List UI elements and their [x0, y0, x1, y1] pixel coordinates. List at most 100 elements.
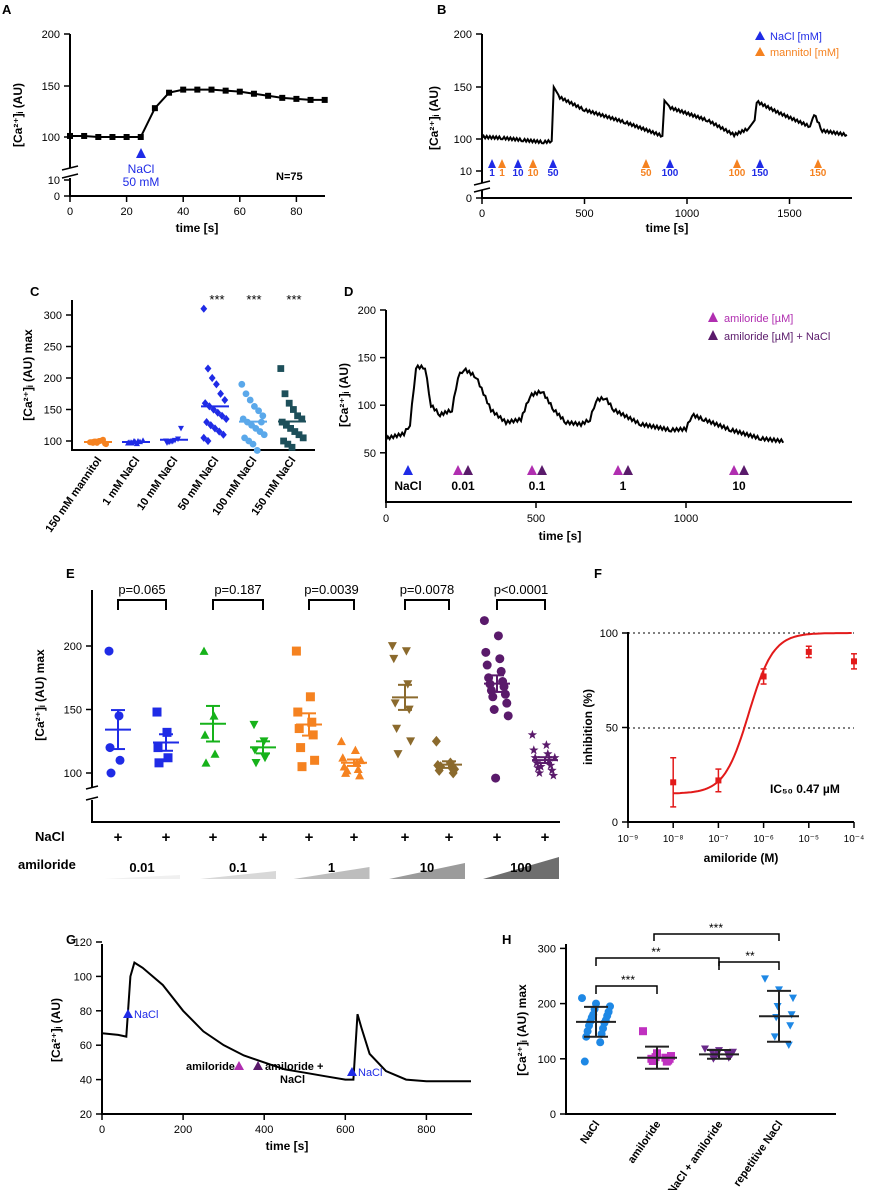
e-wedge [200, 871, 276, 879]
c-point [260, 431, 268, 439]
d-stim-label: 1 [620, 479, 627, 493]
h-ytick: 0 [550, 1109, 556, 1121]
f-xtick: 10⁻⁶ [753, 834, 774, 845]
a-n-label: N=75 [276, 171, 303, 183]
c-point [217, 389, 224, 398]
panel-h-label: H [502, 932, 511, 947]
b-stim-arrow [733, 159, 741, 168]
a-point [67, 132, 73, 139]
e-point [401, 647, 411, 656]
c-point [200, 304, 208, 313]
g-stim1-icon [123, 1009, 133, 1018]
e-point [531, 757, 542, 767]
c-point [204, 364, 212, 373]
f-fit-curve [673, 632, 852, 795]
a-ytick: 100 [42, 132, 60, 144]
e-point [389, 654, 399, 664]
panel-c-label: C [30, 284, 40, 299]
e-point [431, 735, 441, 747]
e-plus: + [162, 829, 171, 846]
e-plus: + [401, 829, 410, 846]
e-point [491, 773, 501, 783]
e-conc: 100 [510, 860, 532, 875]
e-point [153, 743, 163, 753]
a-point [293, 95, 300, 102]
c-point [277, 365, 285, 372]
e-point [550, 752, 560, 762]
c-point [214, 408, 222, 417]
f-ytick: 50 [606, 723, 618, 735]
panel-h-yticks: 300 200 100 0 [538, 943, 566, 1121]
d-stim-arrow [739, 465, 749, 475]
a-point [151, 105, 158, 112]
b-stim-label: 150 [752, 168, 769, 179]
b-legend-nacl: NaCl [mM] [770, 31, 822, 43]
e-ylabel: [Ca²⁺]ᵢ (AU) max [33, 649, 47, 741]
e-plus: + [259, 829, 268, 846]
e-point [297, 762, 307, 772]
c-point [288, 443, 296, 451]
d-xlabel: time [s] [539, 529, 582, 543]
c-point [210, 405, 217, 414]
e-point [548, 770, 559, 780]
b-stim-label: 150 [810, 168, 827, 179]
b-stim-arrow [488, 159, 496, 168]
e-point [355, 771, 365, 780]
e-bracket [212, 599, 264, 610]
e-pval: p=0.187 [214, 582, 261, 597]
e-point [105, 743, 115, 753]
e-bracket [496, 599, 546, 610]
panel-a-yticks: 200 150 100 10 0 [42, 29, 79, 203]
h-point [701, 1045, 709, 1053]
a-stim-label: NaCl [128, 162, 155, 176]
f-point [805, 648, 812, 655]
c-point [294, 412, 301, 420]
h-sig-2: ** [651, 945, 661, 959]
e-plus: + [493, 829, 502, 846]
f-ytick: 100 [600, 628, 618, 640]
f-ic50: IC₅₀ 0.47 µM [770, 782, 840, 796]
panel-f-plot [670, 632, 857, 808]
d-xtick: 0 [383, 513, 389, 525]
b-legend-mannitol-icon [755, 47, 765, 56]
b-stim-label: 10 [527, 168, 539, 179]
d-stim-arrow [537, 465, 547, 475]
a-point [81, 132, 88, 139]
c-point [221, 395, 229, 405]
h-point [773, 1002, 782, 1011]
g-stim1: NaCl [134, 1009, 158, 1021]
c-point [299, 434, 307, 442]
h-point [761, 975, 769, 983]
e-point [294, 724, 304, 734]
e-point [307, 717, 317, 727]
e-point [481, 647, 491, 657]
h-sig-3: *** [709, 921, 723, 935]
e-point [530, 752, 540, 762]
e-row-amiloride: amiloride [18, 857, 76, 872]
d-xtick: 1000 [674, 513, 698, 525]
e-point [152, 707, 162, 717]
panel-b-plot [481, 83, 848, 145]
g-ytick: 60 [80, 1040, 92, 1052]
h-point [784, 1041, 793, 1049]
panel-b-xticks: 0 500 1000 1500 [479, 198, 802, 220]
f-point [760, 673, 767, 680]
a-point [307, 96, 314, 103]
c-point [178, 425, 184, 432]
panel-c-yticks: 300 250 200 150 100 [44, 310, 72, 448]
panel-b-label: B [437, 2, 446, 17]
g-stim2: amiloride [186, 1061, 235, 1073]
e-point [534, 768, 545, 777]
h-point [578, 994, 586, 1003]
c-point [255, 407, 262, 415]
panel-d-xticks: 0 500 1000 [383, 502, 698, 525]
e-point [162, 727, 172, 737]
e-point [543, 749, 553, 758]
panel-f-xticks: 10⁻⁹ 10⁻⁸ 10⁻⁷ 10⁻⁶ 10⁻⁵ 10⁻⁴ [618, 822, 864, 845]
c-point [207, 421, 215, 430]
f-ytick: 0 [612, 817, 618, 829]
b-xtick: 1000 [675, 208, 699, 220]
